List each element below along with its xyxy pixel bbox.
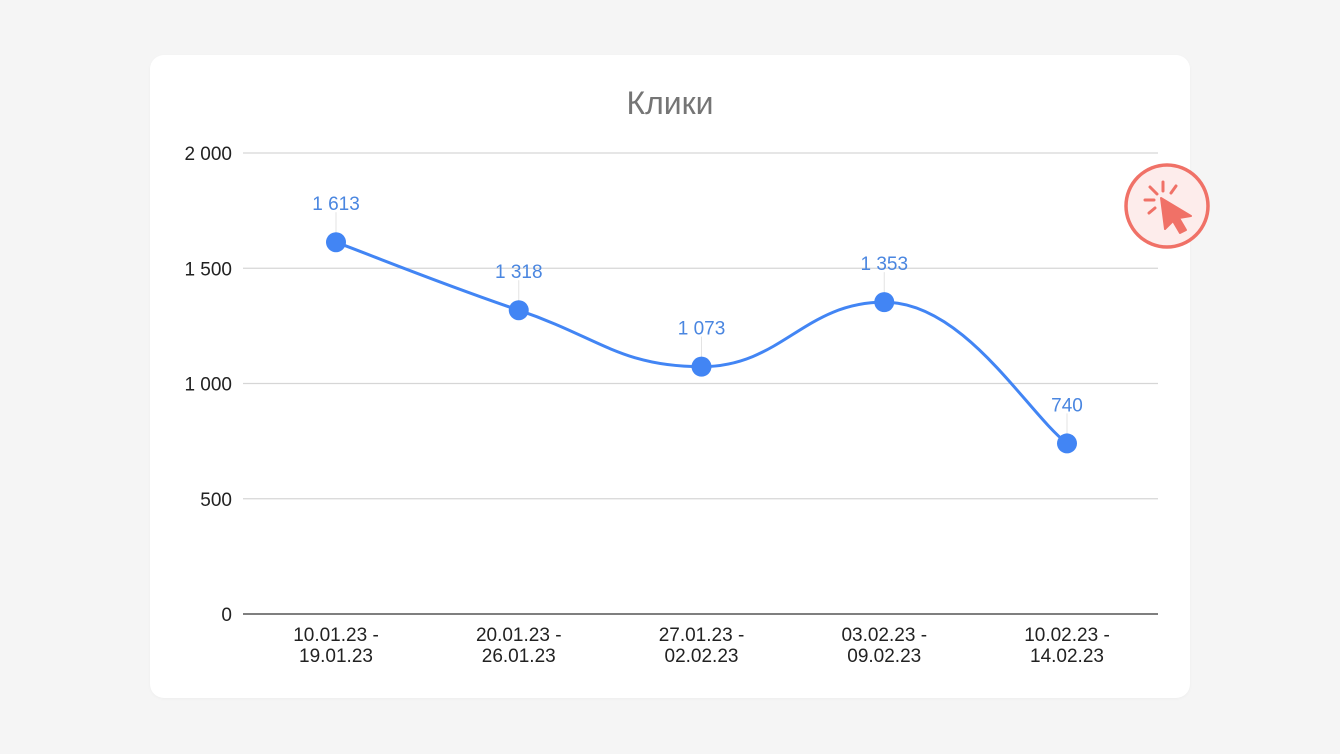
- data-label: 1 073: [678, 319, 726, 340]
- data-point[interactable]: [874, 292, 895, 313]
- data-point[interactable]: [1057, 433, 1077, 454]
- y-tick-label: 500: [200, 490, 232, 511]
- series-line-group: [326, 212, 1077, 454]
- data-label: 1 613: [312, 194, 360, 215]
- data-label: 740: [1051, 395, 1083, 416]
- data-label: 1 353: [860, 254, 908, 275]
- data-point[interactable]: [691, 356, 712, 377]
- data-point[interactable]: [508, 300, 529, 321]
- y-tick-label: 2 000: [184, 144, 232, 165]
- x-tick-label: 10.01.23 -19.01.23: [293, 625, 379, 667]
- x-tick-label: 27.01.23 -02.02.23: [659, 625, 745, 667]
- chart-card: [150, 55, 1190, 698]
- x-tick-label: 10.02.23 -14.02.23: [1024, 625, 1110, 667]
- chart-title: Клики: [626, 85, 713, 121]
- x-axis-ticks: 10.01.23 -19.01.23 20.01.23 -26.01.23 27.0…: [293, 625, 1110, 667]
- x-tick-label: 03.02.23 -09.02.23: [841, 625, 927, 667]
- grid-lines: [243, 152, 1158, 615]
- y-axis-ticks: 0 500 1 000 1 500 2 000: [184, 144, 232, 626]
- y-tick-label: 1 500: [184, 259, 232, 280]
- series-line: [334, 240, 1069, 445]
- y-tick-label: 1 000: [184, 375, 232, 396]
- data-labels: 1 613 1 318 1 073 1 353 740: [312, 194, 1083, 416]
- data-label: 1 318: [495, 262, 543, 283]
- y-tick-label: 0: [221, 605, 232, 626]
- x-tick-label: 20.01.23 -26.01.23: [476, 625, 562, 667]
- click-cursor-icon: [1124, 163, 1210, 249]
- data-point[interactable]: [326, 232, 346, 253]
